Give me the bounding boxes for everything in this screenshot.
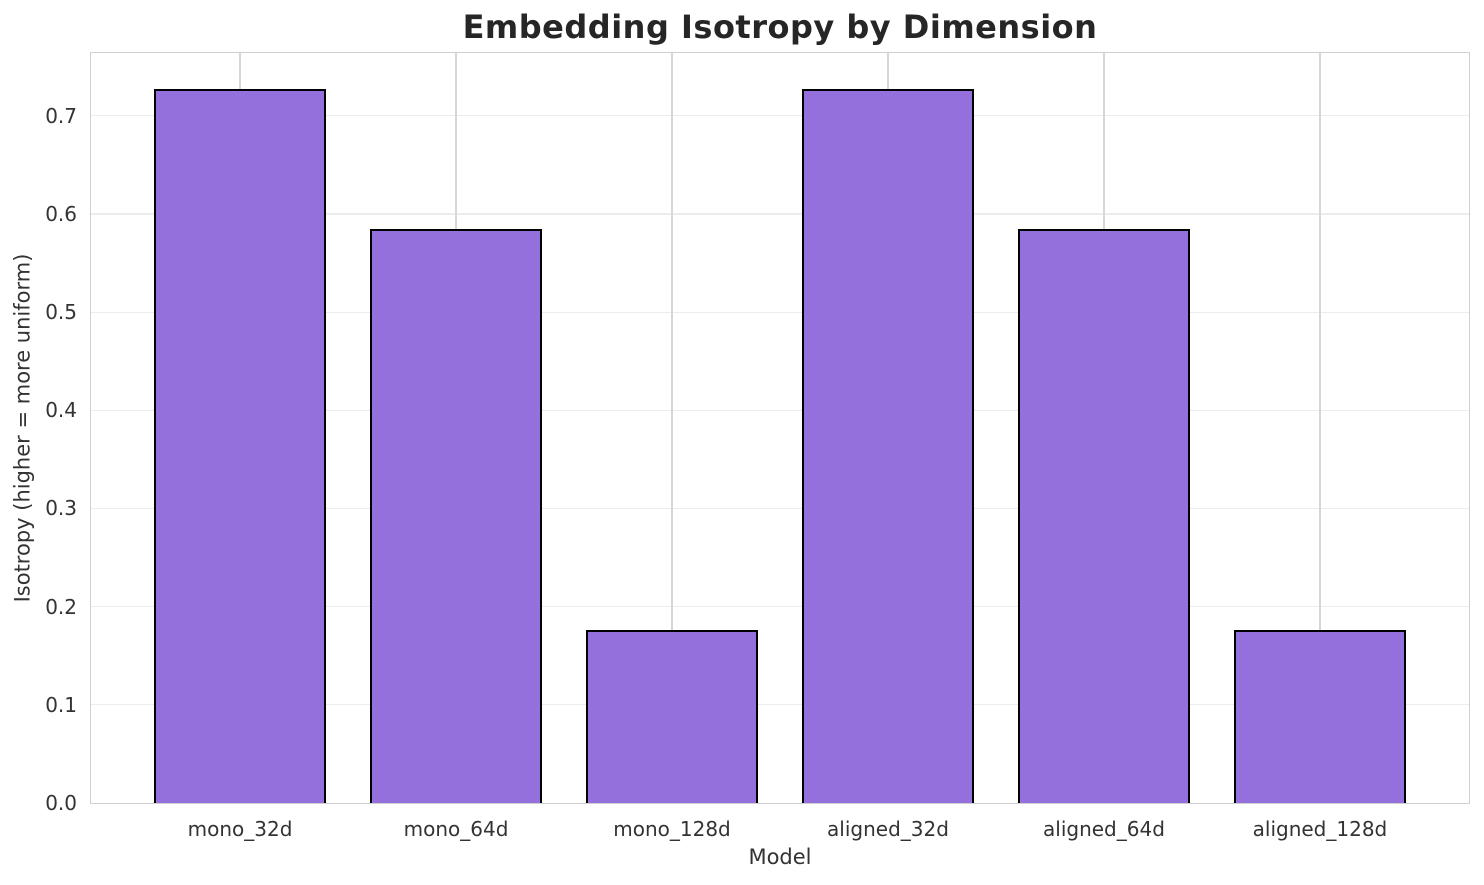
- y-gridline: [91, 311, 1469, 313]
- y-gridline: [91, 507, 1469, 510]
- bar-aligned_128d: [1233, 630, 1407, 803]
- x-tick-label: mono_64d: [403, 817, 509, 841]
- y-gridline: [91, 606, 1469, 608]
- plot-area: [90, 52, 1470, 804]
- x-tick-label: aligned_32d: [827, 817, 949, 841]
- y-tick-label: 0.2: [45, 594, 77, 619]
- bar-aligned_64d: [1017, 228, 1191, 803]
- y-tick-label: 0.7: [45, 103, 77, 128]
- chart-title: Embedding Isotropy by Dimension: [462, 8, 1098, 46]
- x-tick-label: mono_32d: [187, 817, 293, 841]
- y-tick-label: 0.5: [45, 300, 77, 325]
- y-tick-label: 0.3: [45, 496, 77, 521]
- y-tick-label: 0.1: [45, 692, 77, 717]
- x-gridline: [1319, 53, 1321, 803]
- y-gridline: [91, 704, 1469, 706]
- bar-mono_64d: [369, 228, 543, 803]
- bar-mono_128d: [585, 630, 759, 803]
- y-tick-label: 0.0: [45, 791, 77, 815]
- y-tick-label: 0.4: [45, 398, 77, 423]
- y-gridline: [91, 115, 1469, 117]
- x-tick-label: mono_128d: [613, 817, 731, 841]
- x-gridline: [671, 53, 673, 803]
- x-tick-label: aligned_64d: [1043, 817, 1165, 841]
- x-tick-label: aligned_128d: [1252, 817, 1388, 841]
- x-axis-label: Model: [748, 845, 812, 869]
- y-gridline: [91, 409, 1469, 411]
- bar-aligned_32d: [801, 89, 975, 803]
- y-gridline: [91, 213, 1469, 215]
- y-tick-label: 0.6: [45, 201, 77, 226]
- bar-mono_32d: [153, 89, 327, 803]
